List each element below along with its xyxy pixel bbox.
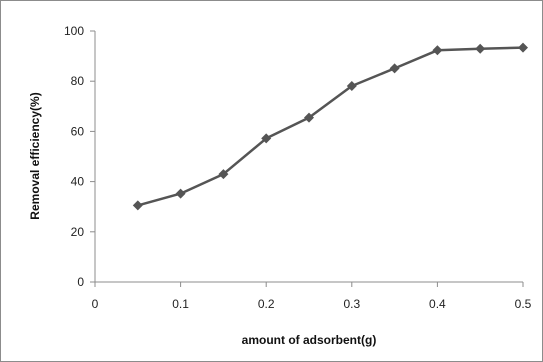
data-point-marker	[518, 42, 528, 53]
x-axis-ticks: 0 0.1 0.2 0.3 0.4 0.5	[92, 282, 532, 311]
x-tick-label: 0	[92, 297, 99, 311]
series-layer	[132, 42, 528, 211]
data-point-marker	[261, 133, 272, 144]
y-axis-ticks: 0 20 40 60 80 100	[64, 24, 95, 289]
y-tick-label: 60	[71, 124, 85, 138]
y-tick-label: 40	[71, 175, 85, 189]
x-tick-label: 0.1	[172, 297, 189, 311]
data-point-marker	[475, 43, 486, 54]
series-line	[137, 46, 524, 207]
x-axis-label: amount of adsorbent(g)	[242, 333, 377, 347]
y-tick-label: 100	[64, 24, 84, 38]
x-tick-label: 0.3	[343, 297, 360, 311]
y-tick-label: 80	[71, 74, 85, 88]
y-tick-label: 20	[71, 225, 85, 239]
data-point-marker	[218, 169, 229, 180]
x-tick-label: 0.4	[429, 297, 446, 311]
data-point-marker	[346, 81, 357, 91]
data-point-marker	[132, 200, 143, 211]
x-tick-label: 0.2	[258, 297, 275, 311]
y-tick-label: 0	[77, 275, 84, 289]
data-point-marker	[389, 63, 400, 74]
data-point-marker	[304, 112, 314, 123]
data-point-marker	[432, 45, 443, 56]
x-tick-label: 0.5	[515, 297, 532, 311]
y-axis-label: Removal efficiency(%)	[28, 92, 42, 219]
data-point-marker	[175, 188, 186, 199]
